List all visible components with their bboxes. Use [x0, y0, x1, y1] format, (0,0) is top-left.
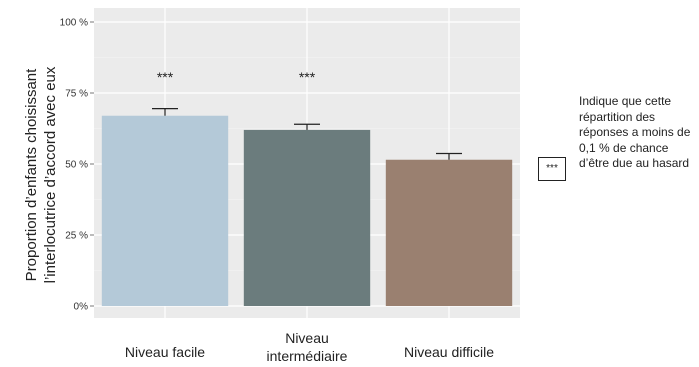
y-tick-label: 50 % [65, 160, 88, 171]
y-tick-label: 25 % [65, 231, 88, 242]
y-axis: 0% 25 % 50 % 75 % 100 % [60, 18, 94, 313]
significance-label: *** [299, 69, 316, 85]
bar [243, 129, 371, 306]
bar [101, 115, 229, 306]
y-tick-label: 0% [74, 302, 89, 313]
legend-symbol: *** [538, 157, 566, 181]
y-tick-label: 75 % [65, 89, 88, 100]
x-category-label: Niveau [285, 330, 329, 346]
significance-label: *** [157, 69, 174, 85]
x-category-label: Niveau difficile [404, 344, 494, 360]
y-axis-label-line: l’interlocutrice d’accord avec eux [42, 66, 59, 283]
x-category-label: intermédiaire [267, 348, 348, 364]
legend-text: Indique que cette répartition des répons… [579, 94, 691, 170]
x-category-label: Niveau facile [125, 344, 205, 360]
y-tick-label: 100 % [60, 18, 88, 29]
y-axis-label: Proportion d’enfants choisissant l’interl… [23, 66, 59, 283]
bar [385, 159, 513, 306]
x-axis: Niveau facile Niveau intermédiaire Niveau d… [125, 330, 494, 364]
y-axis-label-line: Proportion d’enfants choisissant [23, 68, 40, 281]
bars: *** *** [101, 69, 513, 306]
